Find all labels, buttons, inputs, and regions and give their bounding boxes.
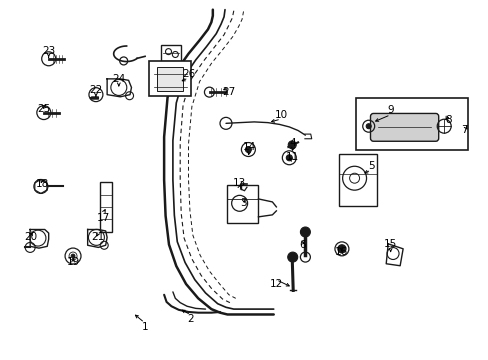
Circle shape — [366, 124, 370, 129]
Text: 4: 4 — [289, 139, 296, 148]
Text: 18: 18 — [36, 179, 49, 189]
Text: 16: 16 — [334, 247, 347, 257]
Text: 2: 2 — [187, 314, 194, 324]
Polygon shape — [30, 229, 49, 248]
FancyBboxPatch shape — [370, 113, 438, 141]
Text: 11: 11 — [285, 152, 298, 162]
Text: 3: 3 — [240, 198, 246, 208]
Text: 12: 12 — [269, 279, 282, 289]
Text: 13: 13 — [232, 178, 246, 188]
Text: 25: 25 — [37, 104, 50, 114]
Circle shape — [71, 254, 75, 258]
Text: 5: 5 — [367, 161, 374, 171]
Text: 24: 24 — [112, 74, 125, 84]
Text: 19: 19 — [66, 257, 80, 267]
Text: 22: 22 — [89, 85, 102, 95]
Text: 8: 8 — [444, 115, 450, 125]
Text: 9: 9 — [386, 105, 393, 115]
Bar — [161, 45, 181, 61]
Bar — [355, 98, 467, 150]
Circle shape — [300, 227, 310, 237]
Bar — [149, 61, 190, 96]
Text: 14: 14 — [242, 142, 256, 152]
Circle shape — [337, 245, 345, 253]
Text: 26: 26 — [182, 69, 195, 79]
Text: 17: 17 — [97, 213, 110, 222]
Text: 7: 7 — [460, 125, 467, 135]
Text: 15: 15 — [383, 239, 396, 249]
Bar — [338, 154, 376, 206]
Circle shape — [286, 155, 292, 161]
Polygon shape — [107, 79, 131, 97]
Text: 6: 6 — [299, 239, 305, 249]
Bar — [157, 67, 183, 91]
Text: 27: 27 — [222, 87, 235, 97]
Text: 20: 20 — [24, 232, 38, 242]
Text: 10: 10 — [274, 110, 287, 120]
Bar — [226, 185, 258, 223]
Text: 21: 21 — [92, 232, 105, 242]
Text: 23: 23 — [42, 46, 55, 56]
Text: 1: 1 — [141, 322, 148, 332]
Circle shape — [245, 147, 251, 153]
Bar — [100, 182, 111, 232]
Circle shape — [287, 141, 296, 149]
Polygon shape — [87, 229, 107, 247]
Circle shape — [287, 252, 297, 262]
